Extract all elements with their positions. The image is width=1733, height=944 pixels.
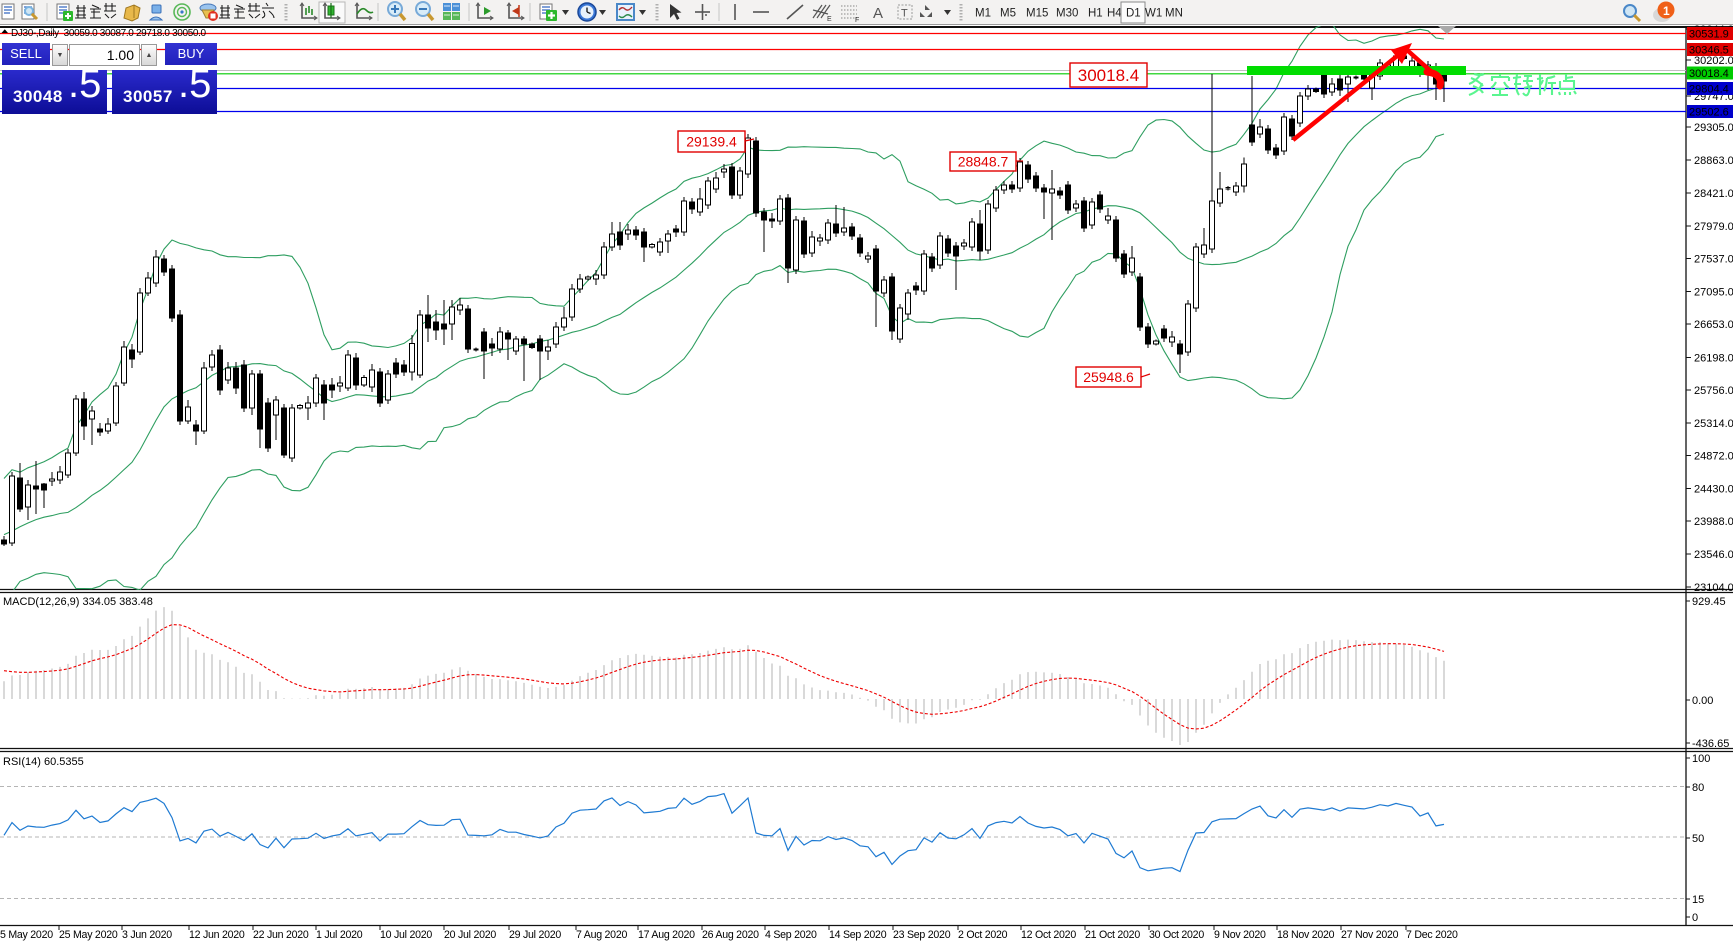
svg-text:10 Jul 2020: 10 Jul 2020 <box>380 929 432 941</box>
svg-text:0: 0 <box>1692 912 1698 924</box>
svg-text:30202.0: 30202.0 <box>1694 55 1733 67</box>
svg-text:29804.4: 29804.4 <box>1689 84 1729 96</box>
svg-text:29502.6: 29502.6 <box>1689 107 1729 119</box>
svg-text:E: E <box>827 16 832 23</box>
svg-text:M15: M15 <box>1026 8 1048 20</box>
svg-text:30531.9: 30531.9 <box>1689 29 1729 41</box>
svg-text:23 Sep 2020: 23 Sep 2020 <box>893 929 951 941</box>
svg-text:27537.0: 27537.0 <box>1694 254 1733 266</box>
svg-text:A: A <box>873 5 883 22</box>
svg-text:23546.0: 23546.0 <box>1694 549 1733 561</box>
svg-text:M5: M5 <box>1000 8 1016 20</box>
svg-text:1 Jul 2020: 1 Jul 2020 <box>316 929 363 941</box>
svg-text:9 Nov 2020: 9 Nov 2020 <box>1214 929 1266 941</box>
svg-text:20 Jul 2020: 20 Jul 2020 <box>444 929 496 941</box>
svg-text:22 Jun 2020: 22 Jun 2020 <box>253 929 309 941</box>
svg-text:17 Aug 2020: 17 Aug 2020 <box>638 929 695 941</box>
svg-text:5 May 2020: 5 May 2020 <box>0 929 53 941</box>
svg-text:7 Aug 2020: 7 Aug 2020 <box>576 929 627 941</box>
svg-text:24430.0: 24430.0 <box>1694 484 1733 496</box>
svg-text:4 Sep 2020: 4 Sep 2020 <box>765 929 817 941</box>
svg-text:M1: M1 <box>975 8 991 20</box>
svg-text:2 Oct 2020: 2 Oct 2020 <box>958 929 1008 941</box>
svg-text:27979.0: 27979.0 <box>1694 221 1733 233</box>
svg-text:H1: H1 <box>1088 8 1103 20</box>
svg-text:26198.0: 26198.0 <box>1694 353 1733 365</box>
svg-text:12 Oct 2020: 12 Oct 2020 <box>1021 929 1076 941</box>
svg-text:27095.0: 27095.0 <box>1694 287 1733 299</box>
svg-text:100: 100 <box>1692 753 1710 765</box>
svg-text:30018.4: 30018.4 <box>1078 66 1139 85</box>
svg-text:29305.0: 29305.0 <box>1694 122 1733 134</box>
svg-text:29139.4: 29139.4 <box>686 134 737 150</box>
svg-text:T: T <box>901 8 908 20</box>
svg-text:25948.6: 25948.6 <box>1083 369 1134 385</box>
svg-text:23988.0: 23988.0 <box>1694 516 1733 528</box>
svg-text:1: 1 <box>1663 4 1670 18</box>
svg-text:DJ30-,Daily 30059.0 30087.0 2: DJ30-,Daily 30059.0 30087.0 29718.0 3005… <box>11 28 207 39</box>
svg-text:26 Aug 2020: 26 Aug 2020 <box>702 929 759 941</box>
svg-text:18 Nov 2020: 18 Nov 2020 <box>1277 929 1335 941</box>
svg-text:W1: W1 <box>1145 8 1162 20</box>
svg-text:25314.0: 25314.0 <box>1694 418 1733 430</box>
svg-text:27 Nov 2020: 27 Nov 2020 <box>1341 929 1399 941</box>
svg-text:26653.0: 26653.0 <box>1694 319 1733 331</box>
svg-text:H4: H4 <box>1107 8 1122 20</box>
svg-text:15: 15 <box>1692 894 1704 906</box>
svg-text:25756.0: 25756.0 <box>1694 385 1733 397</box>
svg-text:23104.0: 23104.0 <box>1694 582 1733 594</box>
svg-text:3 Jun 2020: 3 Jun 2020 <box>122 929 172 941</box>
svg-text:F: F <box>855 17 859 24</box>
svg-text:M30: M30 <box>1056 8 1078 20</box>
svg-text:50: 50 <box>1692 833 1704 845</box>
svg-text:80: 80 <box>1692 782 1704 794</box>
svg-text:30018.4: 30018.4 <box>1689 68 1729 80</box>
svg-text:29 Jul 2020: 29 Jul 2020 <box>509 929 561 941</box>
svg-text:30346.5: 30346.5 <box>1689 45 1729 57</box>
svg-text:D1: D1 <box>1126 8 1141 20</box>
svg-text:21 Oct 2020: 21 Oct 2020 <box>1085 929 1140 941</box>
svg-text:14 Sep 2020: 14 Sep 2020 <box>829 929 887 941</box>
svg-text:28863.0: 28863.0 <box>1694 155 1733 167</box>
svg-text:MACD(12,26,9) 334.05 383.48: MACD(12,26,9) 334.05 383.48 <box>3 596 153 608</box>
svg-text:929.45: 929.45 <box>1692 596 1726 608</box>
svg-text:24872.0: 24872.0 <box>1694 451 1733 463</box>
svg-text:25 May 2020: 25 May 2020 <box>59 929 118 941</box>
svg-text:RSI(14) 60.5355: RSI(14) 60.5355 <box>3 756 84 768</box>
svg-text:MN: MN <box>1165 8 1183 20</box>
svg-text:7 Dec 2020: 7 Dec 2020 <box>1406 929 1458 941</box>
svg-text:-436.65: -436.65 <box>1692 738 1729 750</box>
svg-text:28421.0: 28421.0 <box>1694 188 1733 200</box>
svg-text:12 Jun 2020: 12 Jun 2020 <box>189 929 245 941</box>
svg-text:0.00: 0.00 <box>1692 695 1713 707</box>
svg-text:30 Oct 2020: 30 Oct 2020 <box>1149 929 1204 941</box>
svg-text:28848.7: 28848.7 <box>958 154 1009 170</box>
